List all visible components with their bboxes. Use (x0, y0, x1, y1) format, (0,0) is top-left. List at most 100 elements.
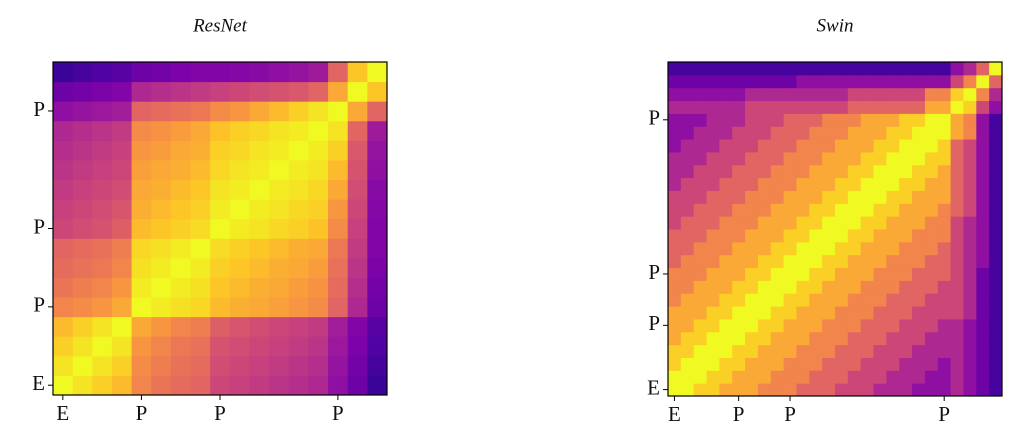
x-tick-label: P (214, 401, 226, 425)
heatmap-cell (680, 177, 695, 191)
heatmap-cell (757, 254, 772, 269)
heatmap-cell (886, 190, 900, 204)
heatmap-cell (899, 100, 913, 114)
heatmap-cell (151, 355, 172, 376)
heatmap-cell (170, 316, 192, 337)
heatmap-cell (822, 344, 836, 358)
heatmap-cell (706, 74, 720, 89)
heatmap-cell (732, 267, 746, 281)
heatmap-cell (912, 126, 926, 140)
heatmap-cell (770, 331, 785, 346)
heatmap-cell (783, 113, 797, 127)
heatmap-cell (53, 81, 74, 102)
heatmap-cell (770, 370, 785, 384)
heatmap-cell (72, 159, 93, 181)
heatmap-cell (796, 293, 810, 307)
heatmap-cell (950, 203, 964, 217)
heatmap-cell (924, 87, 939, 102)
heatmap-cell (770, 254, 785, 269)
heatmap-cell (92, 199, 113, 220)
heatmap-cell (131, 336, 152, 357)
heatmap-cell (732, 254, 746, 269)
heatmap-cell (989, 241, 1003, 256)
heatmap-cell (770, 190, 785, 204)
heatmap-cell (835, 126, 849, 140)
heatmap-cell (783, 126, 797, 140)
heatmap-cell (269, 159, 290, 181)
heatmap-cell (924, 62, 939, 76)
heatmap-cell (950, 318, 964, 333)
heatmap-cell (249, 336, 270, 357)
heatmap-cell (706, 126, 720, 140)
heatmap-cell (937, 267, 952, 281)
heatmap-cell (151, 81, 172, 102)
heatmap-cell (680, 254, 695, 269)
heatmap-cell (706, 254, 720, 269)
heatmap-cell (963, 100, 977, 114)
heatmap-cell (835, 331, 849, 346)
heatmap-cell (924, 241, 939, 256)
heatmap-cell (899, 267, 913, 281)
heatmap-cell (111, 238, 133, 259)
heatmap-cell (757, 318, 772, 333)
heatmap-cell (976, 306, 990, 320)
heatmap-cell (757, 229, 772, 243)
heatmap-cell (899, 280, 913, 294)
heatmap-cell (976, 164, 990, 179)
heatmap-cell (190, 159, 211, 181)
heatmap-cell (745, 74, 759, 89)
heatmap-cell (809, 151, 823, 166)
plot-frame (667, 61, 1003, 397)
heatmap-cell (92, 297, 113, 318)
heatmap-cell (989, 357, 1003, 371)
heatmap-cell (886, 383, 900, 397)
heatmap-cell (976, 241, 990, 256)
heatmap-cell (53, 159, 74, 181)
heatmap-cell (770, 74, 785, 89)
heatmap-cell (847, 254, 862, 269)
heatmap-cell (822, 280, 836, 294)
heatmap-cell (860, 293, 875, 307)
heatmap-cell (757, 357, 772, 371)
heatmap-cell (347, 159, 368, 181)
heatmap-cell (783, 370, 797, 384)
heatmap-cell (924, 100, 939, 114)
heatmap-cell (719, 306, 733, 320)
heatmap-cell (899, 216, 913, 230)
heatmap-cell (210, 81, 231, 102)
heatmap-cell (210, 238, 231, 259)
heatmap-cell (976, 331, 990, 346)
heatmap-cell (757, 126, 772, 140)
heatmap-cell (210, 316, 231, 337)
heatmap-cell (899, 293, 913, 307)
heatmap-cell (190, 218, 211, 239)
heatmap-cell (924, 293, 939, 307)
heatmap-cell (131, 277, 152, 298)
heatmap-cell (809, 100, 823, 114)
heatmap-cell (328, 179, 349, 200)
heatmap-cell (668, 280, 682, 294)
heatmap-cell (976, 113, 990, 127)
heatmap-cell (770, 293, 785, 307)
heatmap-cell (847, 151, 862, 166)
heatmap-cell (783, 293, 797, 307)
heatmap-cell (151, 62, 172, 83)
heatmap-cell (745, 126, 759, 140)
y-tick-label: P (33, 293, 45, 317)
heatmap-cell (822, 87, 836, 102)
heatmap-cell (963, 139, 977, 153)
heatmap-cell (899, 357, 913, 371)
heatmap-cell (976, 74, 990, 89)
heatmap-cell (693, 203, 708, 217)
heatmap-cell (72, 62, 93, 83)
heatmap-cell (706, 241, 720, 256)
heatmap-cell (847, 62, 862, 76)
heatmap-cell (783, 241, 797, 256)
heatmap-cell (989, 254, 1003, 269)
heatmap-cell (745, 241, 759, 256)
heatmap-cell (989, 306, 1003, 320)
heatmap-cell (308, 140, 329, 161)
heatmap-cell (783, 203, 797, 217)
heatmap-cell (835, 139, 849, 153)
heatmap-cell (693, 126, 708, 140)
